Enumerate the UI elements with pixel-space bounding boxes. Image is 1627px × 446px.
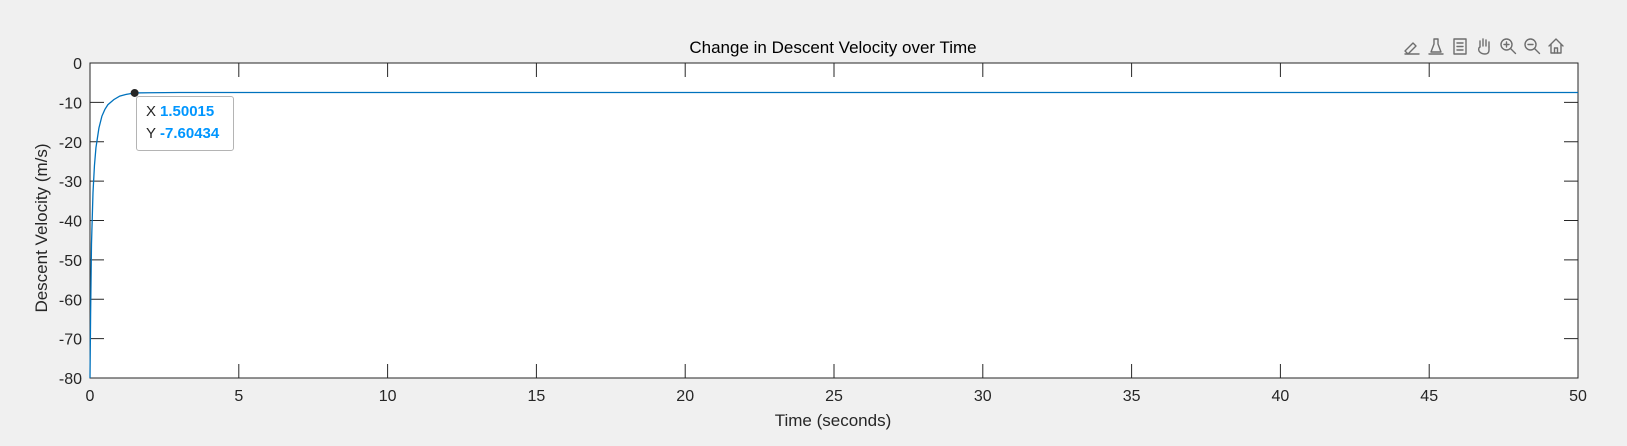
y-tick-label: -20 <box>59 135 82 152</box>
datatip-y-row: Y -7.60434 <box>146 123 233 145</box>
data-tips-button[interactable] <box>1424 36 1448 60</box>
x-tick-label: 45 <box>1420 388 1438 405</box>
zoom-out-button[interactable] <box>1520 36 1544 60</box>
y-tick-label: -70 <box>59 332 82 349</box>
x-axis-label: Time (seconds) <box>775 411 892 430</box>
data-tips-icon <box>1426 36 1446 61</box>
datatip-x-row: X 1.50015 <box>146 101 233 123</box>
text-editor-icon <box>1450 36 1470 61</box>
datatip-marker[interactable] <box>130 88 139 97</box>
x-tick-label: 30 <box>974 388 992 405</box>
plot-area[interactable] <box>89 62 1579 379</box>
axes[interactable]: 0 5 10 15 20 25 30 35 40 45 50 0 -10 -20 -30 -40 -50 -60 -… <box>59 56 1587 405</box>
x-tick-label: 5 <box>234 388 243 405</box>
y-tick-label: 0 <box>73 56 82 73</box>
zoom-in-icon <box>1498 36 1518 61</box>
y-tick-label: -50 <box>59 253 82 270</box>
chart-title: Change in Descent Velocity over Time <box>689 38 976 57</box>
pan-hand-icon <box>1474 36 1494 61</box>
datatip-x-value: 1.50015 <box>160 103 215 120</box>
axes-toolbar <box>1400 36 1568 60</box>
x-tick-label: 35 <box>1123 388 1141 405</box>
y-tick-label: -60 <box>59 292 82 309</box>
datatip-y-value: -7.60434 <box>160 125 220 142</box>
datatip[interactable]: X 1.50015 Y -7.60434 <box>136 96 234 151</box>
y-tick-label: -30 <box>59 174 82 191</box>
x-tick-label: 0 <box>86 388 95 405</box>
x-tick-label: 20 <box>676 388 694 405</box>
zoom-in-button[interactable] <box>1496 36 1520 60</box>
y-axis-label: Descent Velocity (m/s) <box>32 143 51 312</box>
datatip-y-label: Y <box>146 125 157 142</box>
x-tick-label: 15 <box>528 388 546 405</box>
home-button[interactable] <box>1544 36 1568 60</box>
y-tick-label: -40 <box>59 214 82 231</box>
series-line[interactable] <box>89 91 1578 379</box>
x-tick-label: 40 <box>1272 388 1290 405</box>
pan-hand-button[interactable] <box>1472 36 1496 60</box>
datatip-x-label: X <box>146 103 157 120</box>
y-tick-label: -10 <box>59 95 82 112</box>
text-editor-button[interactable] <box>1448 36 1472 60</box>
x-tick-label: 50 <box>1569 388 1587 405</box>
y-tick-label: -80 <box>59 371 82 388</box>
x-tick-label: 25 <box>825 388 843 405</box>
brush-button[interactable] <box>1400 36 1424 60</box>
zoom-out-icon <box>1522 36 1542 61</box>
x-tick-label: 10 <box>379 388 397 405</box>
home-icon <box>1546 36 1566 61</box>
brush-icon <box>1402 36 1422 61</box>
